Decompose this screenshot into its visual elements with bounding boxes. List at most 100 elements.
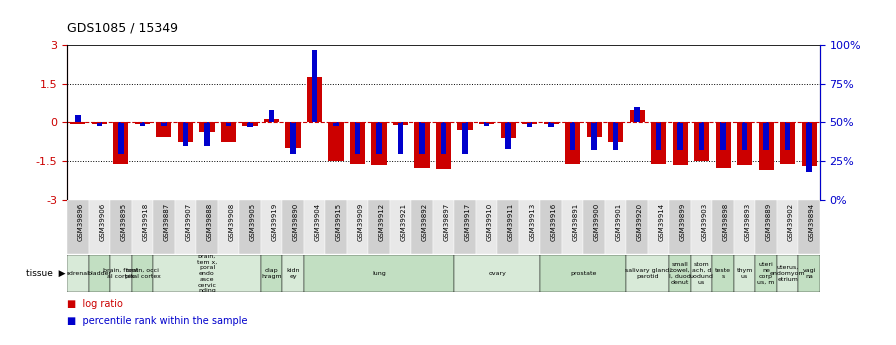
Bar [398,122,403,154]
Bar [798,255,820,292]
Text: uteri
ne
corp
us, m: uteri ne corp us, m [757,262,775,285]
Bar [785,122,790,150]
Text: diap
hragm: diap hragm [261,268,282,279]
Bar [458,122,472,130]
Bar [183,122,188,146]
Bar [161,122,167,126]
Bar [75,115,81,122]
Text: GSM39896: GSM39896 [78,203,84,241]
Text: tissue  ▶: tissue ▶ [26,269,65,278]
Text: GSM39920: GSM39920 [637,203,643,241]
Text: GSM39904: GSM39904 [314,203,321,241]
Bar [282,255,304,292]
Bar [626,255,669,292]
Text: GSM39914: GSM39914 [659,203,665,241]
Bar [691,255,712,292]
Bar [132,255,153,292]
Text: GSM39890: GSM39890 [293,203,299,241]
Text: GSM39899: GSM39899 [680,203,686,241]
Text: salivary gland,
parotid: salivary gland, parotid [625,268,671,279]
Text: GSM39910: GSM39910 [487,203,493,241]
Text: GSM39895: GSM39895 [121,203,127,241]
Bar [89,255,110,292]
Bar [347,200,368,254]
Bar [304,255,454,292]
Bar [755,255,777,292]
Bar [505,122,511,149]
Bar [691,200,712,254]
Text: teste
s: teste s [715,268,731,279]
Bar [742,122,747,150]
Text: uterus,
endomyom
etrium: uterus, endomyom etrium [770,265,806,282]
Text: GSM39912: GSM39912 [379,203,385,241]
Bar [716,122,730,168]
Bar [608,122,623,142]
Text: GSM39902: GSM39902 [788,203,794,241]
Bar [282,200,304,254]
Bar [411,200,433,254]
Text: GSM39900: GSM39900 [594,203,600,241]
Text: GSM39898: GSM39898 [723,203,729,241]
Bar [200,122,214,131]
Bar [519,200,540,254]
Bar [544,122,558,124]
Bar [734,200,755,254]
Bar [570,122,575,150]
Bar [436,122,451,169]
Text: GSM39891: GSM39891 [573,203,579,241]
Text: ■  percentile rank within the sample: ■ percentile rank within the sample [67,316,247,326]
Bar [755,200,777,254]
Text: GSM39909: GSM39909 [358,203,364,241]
Bar [798,200,820,254]
Bar [376,122,382,154]
Text: GSM39911: GSM39911 [508,203,514,241]
Bar [110,200,132,254]
Bar [390,200,411,254]
Bar [734,255,755,292]
Text: ■  log ratio: ■ log ratio [67,299,123,309]
Bar [712,255,734,292]
Text: GSM39913: GSM39913 [530,203,536,241]
Bar [97,122,102,126]
Bar [153,200,175,254]
Bar [226,122,231,126]
Bar [497,200,519,254]
Bar [175,200,196,254]
Bar [780,122,795,164]
Bar [110,255,132,292]
Bar [501,122,515,138]
Bar [368,200,390,254]
Text: small
bowel,
I, duod
denut: small bowel, I, duod denut [669,262,691,285]
Bar [777,255,798,292]
Bar [140,122,145,126]
Text: GDS1085 / 15349: GDS1085 / 15349 [67,21,178,34]
Text: bladder: bladder [88,271,111,276]
Bar [71,122,85,124]
Bar [135,122,150,124]
Text: kidn
ey: kidn ey [286,268,300,279]
Text: GSM39897: GSM39897 [444,203,450,241]
Bar [393,122,408,125]
Bar [777,200,798,254]
Text: prostate: prostate [570,271,597,276]
Text: GSM39888: GSM39888 [207,203,213,241]
Bar [763,122,769,150]
Bar [669,255,691,292]
Bar [479,122,494,124]
Text: GSM39917: GSM39917 [465,203,471,241]
Text: thym
us: thym us [737,268,753,279]
Bar [89,200,110,254]
Bar [759,122,773,170]
Bar [527,122,532,127]
Text: GSM39919: GSM39919 [271,203,278,241]
Bar [462,122,468,154]
Bar [178,122,193,142]
Bar [587,122,601,137]
Bar [221,122,236,142]
Bar [699,122,704,150]
Bar [562,200,583,254]
Bar [522,122,537,124]
Text: GSM39893: GSM39893 [745,203,751,241]
Bar [476,200,497,254]
Bar [196,200,218,254]
